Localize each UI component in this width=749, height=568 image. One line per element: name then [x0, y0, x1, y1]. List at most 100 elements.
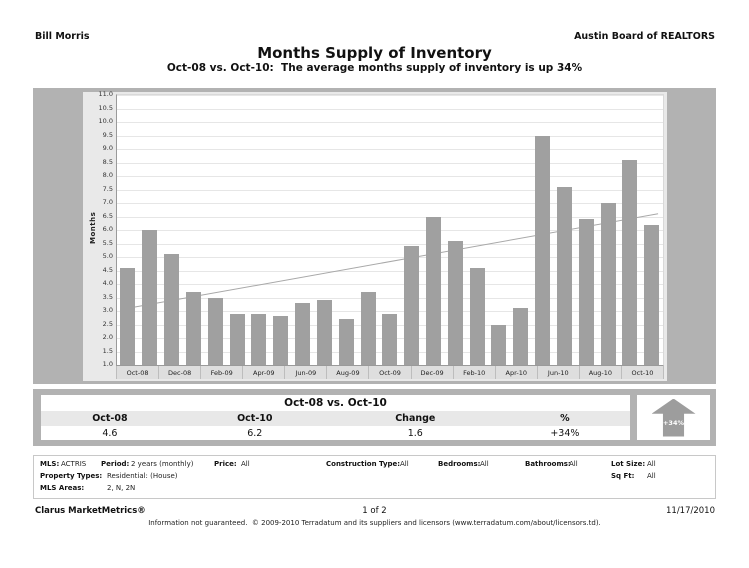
y-tick-label: 6.0	[102, 225, 113, 233]
bar-Jun-10	[556, 186, 572, 365]
bar-Jan-10	[447, 240, 463, 365]
filter-construction-label: Construction Type:	[326, 460, 401, 468]
summary-col-header: Oct-08	[92, 413, 128, 424]
x-tick-label: Apr-10	[505, 368, 527, 377]
y-tick-label: 9.0	[102, 144, 113, 152]
summary-col-header: Change	[395, 413, 436, 424]
bar-Sep-10	[622, 159, 638, 365]
bar-Nov-08	[142, 230, 158, 365]
y-tick-label: 2.5	[102, 319, 113, 328]
y-tick-label: 8.0	[102, 171, 113, 179]
bar-Apr-10	[513, 308, 529, 365]
filter-sq-ft-value: All	[647, 472, 656, 480]
gridline	[117, 162, 663, 164]
x-tick-cell: Oct-10	[620, 366, 665, 379]
x-tick-label: Jun-09	[295, 368, 317, 377]
page-title: Months Supply of Inventory	[257, 44, 492, 62]
x-tick-label: Feb-09	[210, 368, 233, 377]
y-tick-label: 7.5	[102, 184, 113, 193]
filter-bedrooms-label: Bedrooms:	[438, 460, 481, 468]
bar-Feb-10	[469, 267, 485, 365]
gridline	[117, 297, 663, 299]
agent-name: Bill Morris	[35, 31, 90, 42]
x-tick-cell: Apr-10	[494, 366, 537, 379]
gridline	[117, 243, 663, 245]
summary-value: 1.6	[407, 427, 423, 439]
y-tick-label: 4.0	[102, 279, 113, 287]
filter-price-value: All	[241, 460, 250, 468]
filter-mls-areas-value: 2, N, 2N	[107, 484, 136, 492]
bar-Jun-09	[295, 302, 311, 365]
filter-mls-label: MLS:	[40, 460, 60, 468]
summary-table-header-row: Oct-08 Oct-10 Change %	[41, 411, 630, 426]
filter-lot-size-label: Lot Size:	[611, 460, 646, 468]
bar-Aug-10	[600, 203, 616, 365]
trend-badge-box: +34%	[637, 395, 710, 440]
bar-Oct-10	[644, 224, 660, 365]
filter-property-types-label: Property Types:	[40, 472, 103, 480]
filter-sq-ft-label: Sq Ft:	[611, 472, 635, 480]
y-tick-label: 9.5	[102, 130, 113, 139]
chart-panel: Months 11.0 10.5 10.0 9.5 9.0 8.5 8.0 7.5 7.0 6.5…	[83, 90, 667, 381]
x-tick-cell: Dec-08	[158, 366, 200, 379]
bar-Jul-09	[316, 300, 332, 365]
x-tick-cell: Dec-09	[410, 366, 453, 379]
gridline	[117, 108, 663, 110]
gridline	[117, 95, 663, 96]
x-tick-cell: Feb-10	[452, 366, 495, 379]
filter-mls-value: ACTRIS	[61, 460, 87, 468]
filter-construction-value: All	[400, 460, 409, 468]
bar-Mar-09	[229, 313, 245, 365]
x-axis-tick-labels: Oct-08 Dec-08 Feb-09 Apr-09 Jun-09 Aug-09 Oct-…	[116, 366, 665, 379]
summary-section: Oct-08 vs. Oct-10 Oct-08 Oct-10 Change %…	[33, 389, 716, 446]
y-tick-label: 8.5	[102, 157, 113, 166]
summary-col-header: %	[560, 413, 570, 424]
gridline	[117, 284, 663, 285]
bar-Mar-10	[491, 324, 507, 365]
y-tick-label: 3.5	[102, 292, 113, 301]
summary-value: 6.2	[247, 427, 263, 439]
x-tick-cell: Aug-10	[578, 366, 621, 379]
gridline	[117, 216, 663, 218]
filter-period-label: Period:	[101, 460, 130, 468]
gridline	[117, 176, 663, 177]
criteria-section: MLS: ACTRIS Period: 2 years (monthly) Pr…	[33, 455, 716, 499]
up-arrow-icon: +34%	[651, 398, 696, 437]
bar-Feb-09	[207, 297, 223, 365]
x-tick-label: Oct-10	[631, 368, 654, 377]
bar-Aug-09	[338, 319, 354, 365]
bar-May-10	[535, 135, 551, 365]
filter-period-value: 2 years (monthly)	[131, 460, 194, 468]
x-tick-label: Dec-08	[168, 368, 192, 377]
bar-May-09	[273, 316, 289, 365]
x-tick-cell: Feb-09	[200, 366, 242, 379]
x-tick-label: Apr-09	[253, 368, 275, 377]
x-tick-label: Feb-10	[463, 368, 486, 377]
gridline	[117, 149, 663, 150]
software-brand: Clarus MarketMetrics®	[35, 506, 146, 516]
bar-Apr-09	[251, 313, 267, 365]
x-tick-label: Dec-09	[420, 368, 444, 377]
chart-frame: Months 11.0 10.5 10.0 9.5 9.0 8.5 8.0 7.5 7.0 6.5…	[33, 88, 716, 384]
board-name: Austin Board of REALTORS	[574, 31, 715, 42]
x-tick-cell: Jun-10	[536, 366, 579, 379]
gridline	[117, 257, 663, 258]
filter-bathrooms-value: All	[569, 460, 578, 468]
page-number: 1 of 2	[362, 506, 387, 516]
gridline	[117, 230, 663, 231]
x-tick-label: Oct-08	[126, 368, 149, 377]
summary-table-value-row: 4.6 6.2 1.6 +34%	[41, 426, 630, 440]
summary-value: +34%	[550, 427, 580, 439]
gridline	[117, 311, 663, 312]
gridline	[117, 203, 663, 204]
y-tick-label: 1.0	[102, 360, 113, 368]
bar-Dec-09	[426, 216, 441, 365]
disclaimer-text: Information not guaranteed. © 2009-2010 …	[148, 519, 601, 527]
bar-Oct-08	[120, 267, 136, 365]
x-tick-cell: Jun-09	[284, 366, 326, 379]
filter-bedrooms-value: All	[480, 460, 489, 468]
page-subtitle: Oct-08 vs. Oct-10: The average months su…	[166, 62, 583, 74]
summary-value: 4.6	[102, 427, 118, 439]
y-tick-label: 11.0	[98, 90, 113, 98]
y-tick-label: 3.0	[102, 306, 113, 314]
